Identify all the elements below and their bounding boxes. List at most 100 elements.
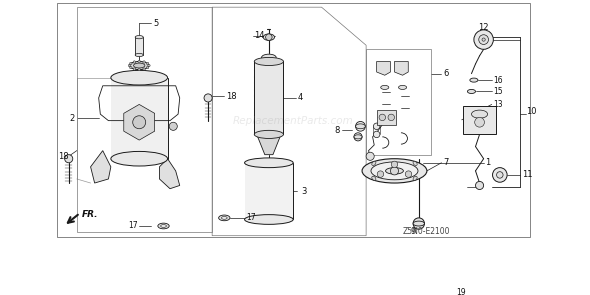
Circle shape	[133, 68, 136, 70]
Ellipse shape	[372, 161, 376, 165]
Circle shape	[354, 133, 362, 141]
Circle shape	[373, 123, 380, 130]
Circle shape	[497, 172, 503, 178]
Bar	[245, 163, 293, 219]
Ellipse shape	[254, 130, 283, 138]
Circle shape	[366, 152, 374, 160]
Circle shape	[204, 94, 212, 102]
Circle shape	[146, 66, 149, 69]
Polygon shape	[159, 159, 180, 189]
Text: 4: 4	[297, 94, 303, 102]
Ellipse shape	[111, 71, 168, 85]
Text: 12: 12	[478, 23, 489, 32]
Ellipse shape	[467, 89, 476, 94]
Text: 19: 19	[456, 288, 466, 295]
Circle shape	[266, 34, 272, 40]
Circle shape	[493, 168, 507, 182]
Ellipse shape	[135, 53, 143, 57]
Text: 1: 1	[485, 158, 490, 167]
Circle shape	[130, 62, 132, 65]
Ellipse shape	[413, 161, 417, 165]
Text: 17: 17	[246, 213, 256, 222]
Ellipse shape	[133, 63, 145, 68]
Circle shape	[133, 61, 136, 63]
Circle shape	[130, 66, 132, 69]
Text: 14: 14	[254, 31, 265, 40]
Circle shape	[138, 68, 140, 71]
Text: 3: 3	[301, 187, 307, 196]
Circle shape	[413, 218, 424, 229]
Ellipse shape	[381, 85, 389, 89]
Ellipse shape	[386, 168, 404, 174]
Text: 17: 17	[128, 222, 137, 230]
Bar	[135, 37, 143, 55]
Circle shape	[65, 155, 73, 163]
Ellipse shape	[111, 151, 168, 166]
Text: 13: 13	[493, 100, 503, 109]
Ellipse shape	[371, 162, 418, 180]
Circle shape	[475, 117, 484, 127]
Polygon shape	[91, 151, 111, 183]
Circle shape	[146, 62, 149, 65]
Circle shape	[169, 122, 178, 130]
Text: 10: 10	[526, 107, 537, 116]
Ellipse shape	[372, 176, 376, 180]
Ellipse shape	[354, 135, 362, 139]
Ellipse shape	[413, 221, 424, 226]
Text: 2: 2	[69, 114, 74, 123]
Circle shape	[476, 181, 484, 189]
Ellipse shape	[413, 176, 417, 180]
Text: FR.: FR.	[81, 210, 98, 219]
Bar	[77, 7, 212, 232]
Ellipse shape	[362, 159, 427, 183]
Bar	[376, 110, 396, 125]
Ellipse shape	[135, 35, 143, 39]
Ellipse shape	[356, 124, 365, 129]
Ellipse shape	[219, 215, 230, 221]
Ellipse shape	[160, 224, 166, 227]
Circle shape	[474, 30, 493, 49]
Text: Z5N0-E2100: Z5N0-E2100	[402, 227, 450, 236]
Circle shape	[373, 131, 380, 138]
Bar	[463, 106, 496, 135]
Text: 18: 18	[226, 92, 237, 101]
Circle shape	[482, 38, 485, 41]
Circle shape	[379, 114, 386, 121]
Polygon shape	[124, 104, 155, 140]
Ellipse shape	[263, 34, 274, 40]
Bar	[366, 49, 431, 155]
Ellipse shape	[221, 217, 227, 219]
Text: 16: 16	[493, 76, 503, 85]
Circle shape	[138, 60, 140, 63]
Ellipse shape	[470, 78, 478, 82]
Circle shape	[133, 116, 146, 129]
Circle shape	[391, 167, 398, 175]
Ellipse shape	[245, 158, 293, 168]
Text: 15: 15	[493, 87, 503, 96]
Ellipse shape	[254, 58, 283, 65]
Circle shape	[478, 35, 489, 45]
Polygon shape	[376, 61, 391, 75]
Text: 6: 6	[443, 69, 448, 78]
Circle shape	[377, 171, 384, 177]
Circle shape	[148, 64, 150, 67]
Ellipse shape	[261, 54, 276, 61]
Circle shape	[388, 114, 395, 121]
Ellipse shape	[158, 223, 169, 229]
Ellipse shape	[398, 85, 407, 89]
Text: 18: 18	[58, 152, 69, 161]
Bar	[111, 78, 168, 159]
Ellipse shape	[129, 61, 149, 70]
Bar	[254, 61, 283, 135]
Circle shape	[143, 68, 145, 70]
Ellipse shape	[471, 110, 488, 118]
Text: 5: 5	[153, 19, 158, 28]
Text: 7: 7	[443, 158, 448, 167]
Circle shape	[391, 161, 398, 168]
Circle shape	[356, 122, 365, 131]
Circle shape	[143, 61, 145, 63]
Circle shape	[405, 171, 412, 177]
Circle shape	[128, 64, 131, 67]
Text: 11: 11	[522, 171, 532, 179]
Text: ReplacementParts.com: ReplacementParts.com	[233, 116, 353, 126]
